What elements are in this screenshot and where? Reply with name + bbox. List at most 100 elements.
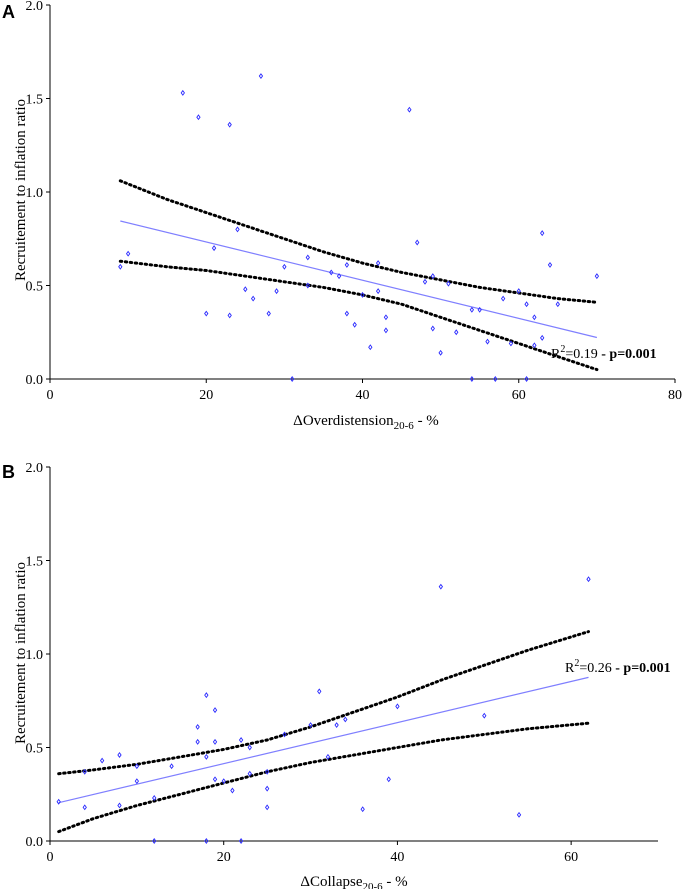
panel-a-data-point xyxy=(477,306,482,313)
panel-a-data-point xyxy=(282,263,287,270)
panel-a-data-point xyxy=(305,282,310,289)
panel-a-data-point xyxy=(422,278,428,285)
panel-a-data-point xyxy=(375,260,381,267)
panel-b-r2-value: =0.26 xyxy=(579,661,611,676)
panel-a-data-point xyxy=(352,321,357,328)
panel-b-ci-lower-curve xyxy=(57,721,590,834)
panel-a-data-point xyxy=(336,273,342,280)
panel-a-data-point xyxy=(125,250,131,257)
panel-b-annotation-sep: - xyxy=(612,661,624,676)
panel-b-xlabel-main: ΔCollapse xyxy=(300,874,362,889)
panel-b-data-point xyxy=(117,802,122,809)
panel-b-data-point xyxy=(395,703,400,710)
panel-a-xlabel-sub: 20-6 xyxy=(394,420,415,432)
panel-a-data-point xyxy=(555,301,560,308)
panel-a-data-point xyxy=(430,273,435,280)
panel-a-data-point xyxy=(266,310,271,317)
panel-a-data-point xyxy=(227,121,232,128)
panel-a-ytick-label: 1.5 xyxy=(26,93,44,108)
panel-a-data-point xyxy=(438,349,443,356)
panel-a-xtick-label: 80 xyxy=(668,388,682,403)
panel-b-xtick-label: 20 xyxy=(217,850,231,865)
panel-b-regression-line xyxy=(58,676,589,804)
panel-b-data-point xyxy=(204,838,209,844)
panel-a-data-point xyxy=(329,269,334,276)
panel-a-data-point xyxy=(430,325,435,332)
panel-b-data-point xyxy=(204,753,209,760)
panel-b-xlabel-sub: 20-6 xyxy=(362,881,383,889)
panel-b-data-point xyxy=(195,723,200,730)
panel-a-data-point xyxy=(469,306,475,313)
panel-b-xtick-label: 60 xyxy=(564,850,578,865)
panel-a-data-point xyxy=(524,301,529,308)
panel-a-data-point xyxy=(407,106,412,113)
panel-b-data-point xyxy=(247,770,252,777)
panel-b-data-point xyxy=(586,576,591,583)
panel-b-data-point xyxy=(438,583,444,590)
panel-a-data-point xyxy=(594,273,600,280)
panel-a-ci-upper-curve xyxy=(118,179,599,304)
panel-a-data-point xyxy=(204,310,209,317)
panel-a-data-point xyxy=(500,295,506,302)
panel-b-ytick-label: 1.0 xyxy=(26,648,44,663)
panel-b-data-point xyxy=(134,763,140,770)
panel-b-data-point xyxy=(247,744,252,751)
panel-a: A 0.0 0.5 1.0 1.5 2.0 0 20 40 60 80 Recruitement … xyxy=(2,0,682,432)
panel-b-data-point xyxy=(152,838,157,844)
panel-b-data-point xyxy=(169,763,174,770)
panel-a-data-point xyxy=(383,327,389,334)
panel-b-data-point xyxy=(195,738,200,745)
panel-a-ci-lower-curve xyxy=(118,259,599,372)
panel-b-data-point xyxy=(343,716,348,723)
panel-a-data-point xyxy=(344,310,350,317)
panel-a-data-point xyxy=(235,226,240,233)
panel-a-data-point xyxy=(344,261,350,268)
panel-b-data-point xyxy=(82,804,87,811)
panel-b-xtick-label: 0 xyxy=(47,850,54,865)
panel-a-data-point xyxy=(532,314,537,321)
panel-a-data-point xyxy=(547,261,553,268)
panel-a-ytick-label: 0.5 xyxy=(26,280,44,295)
panel-b-data-point xyxy=(152,795,157,801)
panel-a-data-point xyxy=(493,376,498,382)
panel-a-xlabel-main: ΔOverdistension xyxy=(293,413,394,429)
panel-b-data-point xyxy=(360,806,365,813)
panel-b-data-point xyxy=(264,768,270,775)
panel-a-data-point xyxy=(516,288,521,295)
panel-a-r2-value: =0.19 xyxy=(565,347,597,362)
panel-b-ylabel: Recruitement to inflation ratio xyxy=(13,562,29,744)
panel-b-data-point xyxy=(230,787,235,794)
panel-a-data-point xyxy=(211,245,217,252)
panel-a-data-point xyxy=(118,263,123,270)
panel-b-plot: 0.0 0.5 1.0 1.5 2.0 0 20 40 60 xyxy=(26,461,658,865)
panel-b-data-point xyxy=(204,692,209,699)
panel-b-data-point xyxy=(282,731,287,738)
panel-b-data-point xyxy=(334,722,339,729)
panel-a-data-point xyxy=(368,344,373,351)
panel-b-r2-label: R xyxy=(565,661,575,676)
panel-a-xtick-label: 0 xyxy=(47,388,54,403)
panel-b-xlabel-suffix: - % xyxy=(383,874,408,889)
panel-b-r2-annotation: R2=0.26 - p=0.001 xyxy=(565,658,671,676)
panel-b: B 0.0 0.5 1.0 1.5 2.0 0 20 40 60 Recruitement to… xyxy=(2,461,671,889)
panel-b-letter: B xyxy=(2,462,15,482)
panel-a-xlabel: ΔOverdistension20-6 - % xyxy=(293,413,439,432)
panel-b-data-point xyxy=(386,776,391,783)
panel-b-data-point xyxy=(212,776,218,783)
panel-b-data-point xyxy=(82,768,87,775)
panel-a-r2-sup: 2 xyxy=(560,344,565,355)
panel-a-data-point xyxy=(196,114,201,121)
panel-b-data-point xyxy=(308,722,313,729)
panel-a-data-point xyxy=(383,314,389,321)
panel-b-data-point xyxy=(482,712,487,719)
panel-b-data-point xyxy=(325,753,331,760)
panel-b-xtick-label: 40 xyxy=(390,850,404,865)
panel-a-data-point xyxy=(290,376,295,382)
panel-a-ytick-label: 1.0 xyxy=(26,186,44,201)
panel-a-data-point xyxy=(258,73,264,80)
panel-b-r2-sup: 2 xyxy=(574,658,579,669)
panel-a-data-point xyxy=(274,288,279,295)
panel-b-p-value: p=0.001 xyxy=(623,661,670,676)
panel-b-ytick-label: 1.5 xyxy=(26,555,44,570)
